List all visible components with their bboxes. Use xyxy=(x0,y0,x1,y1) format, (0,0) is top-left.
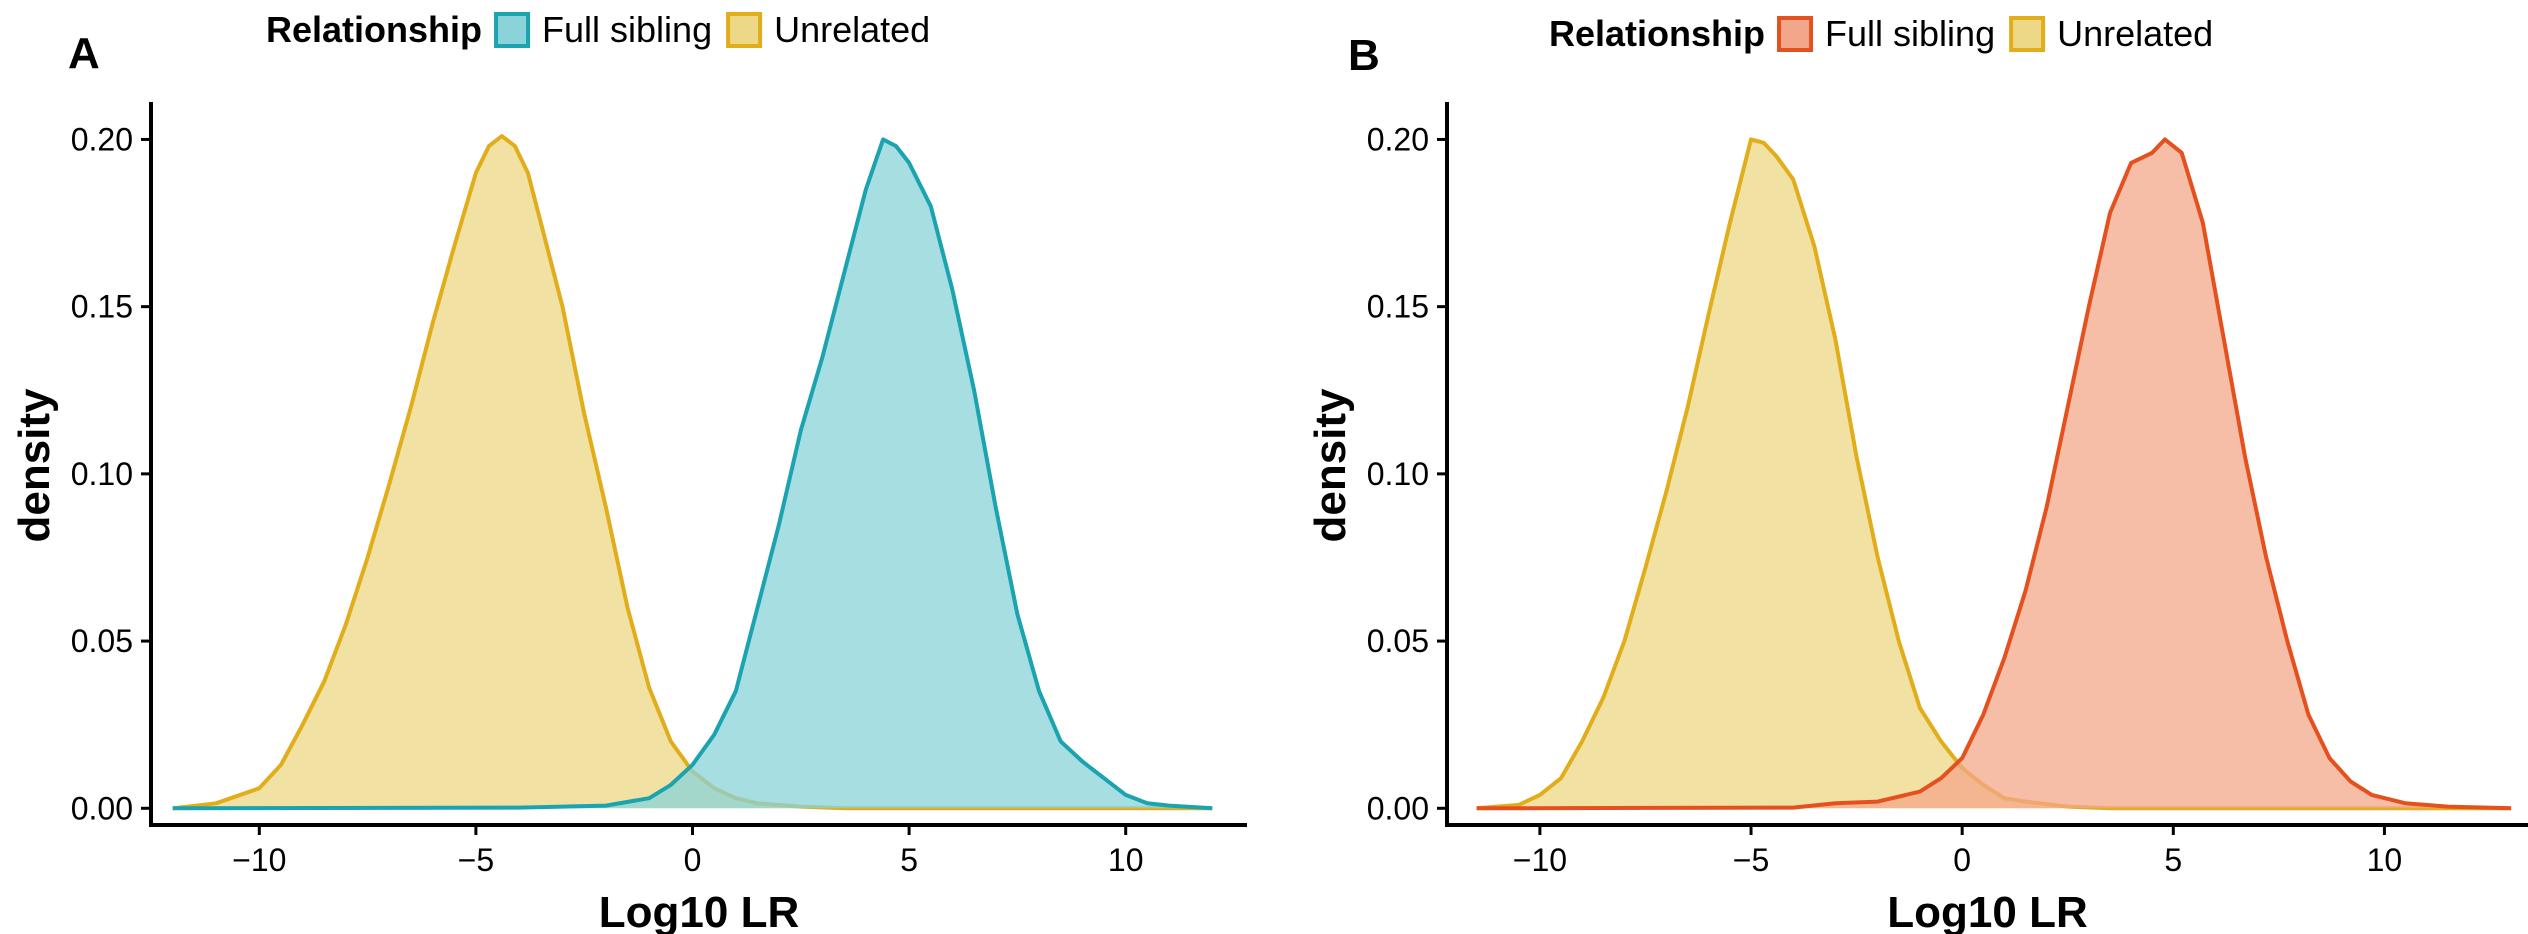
x-tick-label: 5 xyxy=(2164,842,2182,878)
x-tick-label: −10 xyxy=(1513,842,1567,878)
x-tick-label: −5 xyxy=(1733,842,1769,878)
x-tick-label: −10 xyxy=(232,842,286,878)
x-tick-label: −5 xyxy=(458,842,494,878)
legend-label: Full sibling xyxy=(1825,13,1995,54)
panel-tag: A xyxy=(68,29,100,78)
x-axis-title: Log10 LR xyxy=(1887,888,2087,934)
density-area-unrelated xyxy=(172,136,1213,809)
legend-key-full-sibling xyxy=(494,12,531,48)
y-tick-label: 0.15 xyxy=(71,289,133,325)
y-tick-label: 0.05 xyxy=(1367,623,1429,659)
y-tick-label: 0.10 xyxy=(1367,456,1429,492)
x-tick-label: 10 xyxy=(2367,842,2403,878)
legend-label: Unrelated xyxy=(2057,13,2213,54)
y-tick-label: 0.05 xyxy=(71,623,133,659)
density-line-full-sibling xyxy=(172,137,1213,811)
y-axis-title: density xyxy=(10,388,59,543)
x-axis-title: Log10 LR xyxy=(599,888,799,934)
density-area-unrelated xyxy=(1476,139,2512,809)
y-tick-label: 0.15 xyxy=(1367,289,1429,325)
y-tick-label: 0.00 xyxy=(71,790,133,826)
legend-key-unrelated xyxy=(2009,16,2046,52)
y-tick-label: 0.20 xyxy=(1367,121,1429,157)
y-tick-label: 0.00 xyxy=(1367,790,1429,826)
density-area-full-sibling xyxy=(1476,139,2512,809)
x-tick-label: 5 xyxy=(900,842,918,878)
legend-title: Relationship xyxy=(266,9,482,50)
y-tick-label: 0.10 xyxy=(71,456,133,492)
y-axis-title: density xyxy=(1306,388,1355,543)
density-area-full-sibling xyxy=(172,139,1213,809)
legend-title: Relationship xyxy=(1549,13,1765,54)
legend-label: Full sibling xyxy=(542,9,712,50)
x-tick-label: 0 xyxy=(684,842,702,878)
y-tick-label: 0.20 xyxy=(71,121,133,157)
legend-key-full-sibling xyxy=(1777,16,1814,52)
density-line-full-sibling xyxy=(1476,137,2512,811)
x-tick-label: 10 xyxy=(1108,842,1144,878)
x-tick-label: 0 xyxy=(1953,842,1971,878)
legend-label: Unrelated xyxy=(774,9,930,50)
legend-key-unrelated xyxy=(726,12,763,48)
panel-tag: B xyxy=(1348,31,1380,80)
